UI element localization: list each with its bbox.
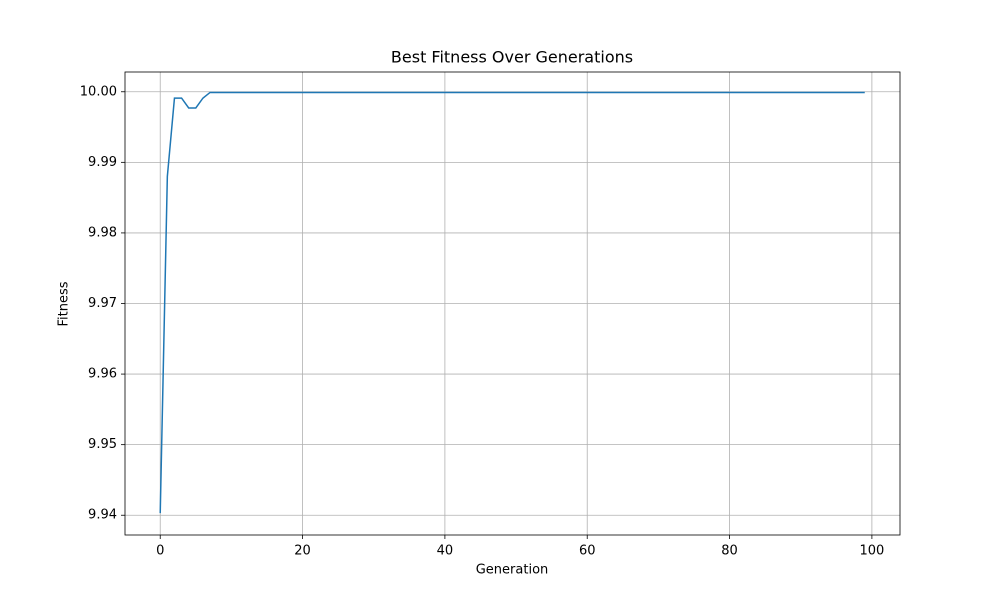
x-tick-label: 40 [437, 544, 454, 559]
x-tick-label: 60 [579, 544, 596, 559]
x-tick-label: 20 [294, 544, 311, 559]
x-tick-label: 100 [859, 544, 884, 559]
x-tick-label: 0 [156, 544, 164, 559]
chart-title: Best Fitness Over Generations [391, 48, 633, 67]
y-tick-label: 9.94 [88, 508, 117, 523]
y-tick-label: 9.97 [88, 296, 117, 311]
y-tick-label: 9.96 [88, 367, 117, 382]
y-tick-label: 9.95 [88, 437, 117, 452]
y-tick-label: 9.99 [88, 155, 117, 170]
y-tick-label: 10.00 [80, 84, 117, 99]
y-tick-label: 9.98 [88, 225, 117, 240]
line [159, 91, 865, 514]
x-axis-label: Generation [476, 563, 549, 578]
y-axis-label: Fitness [57, 281, 72, 326]
plot-frame [124, 71, 901, 536]
x-tick-label: 80 [721, 544, 738, 559]
